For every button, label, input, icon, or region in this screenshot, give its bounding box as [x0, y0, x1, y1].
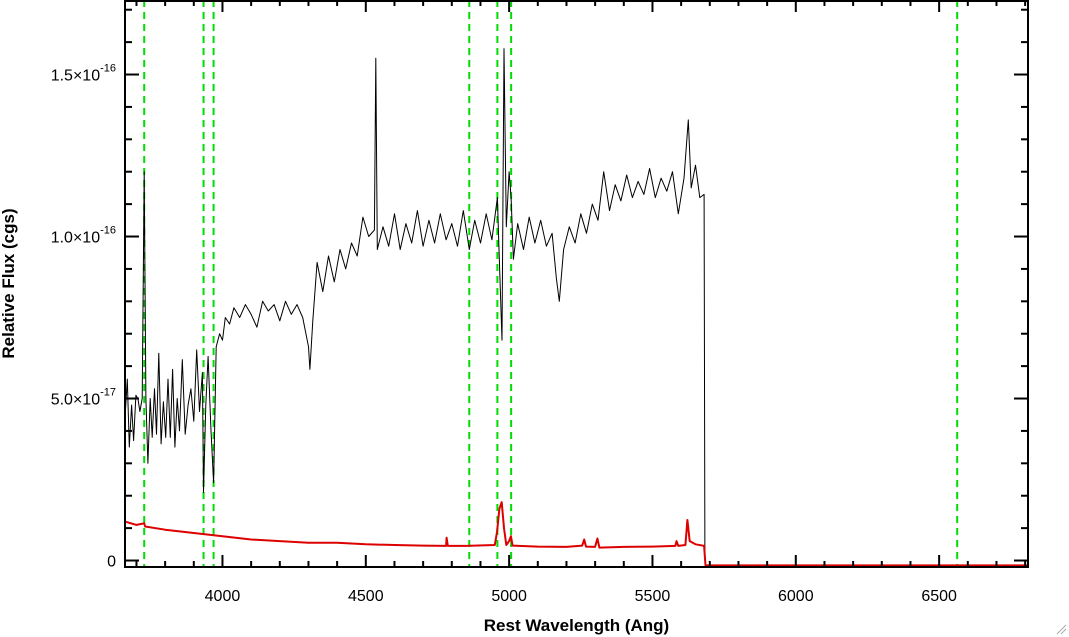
x-axis-title: Rest Wavelength (Ang) [484, 616, 669, 635]
emission-line-markers [143, 0, 959, 567]
error-line [124, 501, 1028, 567]
x-axis: 4000 4500 5000 5500 6000 6500 [135, 0, 1027, 605]
y-tick-label: 1.5×10-16 [51, 63, 116, 85]
resize-grip-icon[interactable] [1055, 623, 1067, 635]
plot-frame [124, 0, 1029, 568]
x-tick-label: 5000 [491, 588, 527, 605]
x-tick-label: 5500 [635, 588, 671, 605]
x-tick-label: 6000 [778, 588, 814, 605]
spectrum-series [124, 48, 1028, 567]
y-axis-title: Relative Flux (cgs) [0, 208, 18, 358]
y-tick-label: 5.0×10-17 [51, 387, 116, 409]
x-tick-label: 4500 [348, 588, 384, 605]
flux-line [124, 48, 706, 561]
x-tick-label: 6500 [921, 588, 957, 605]
y-tick-label: 1.0×10-16 [51, 225, 116, 247]
x-tick-label: 4000 [205, 588, 241, 605]
y-tick-label: 0 [107, 554, 116, 571]
y-axis: 0 5.0×10-17 1.0×10-16 1.5×10-16 [51, 8, 1028, 571]
